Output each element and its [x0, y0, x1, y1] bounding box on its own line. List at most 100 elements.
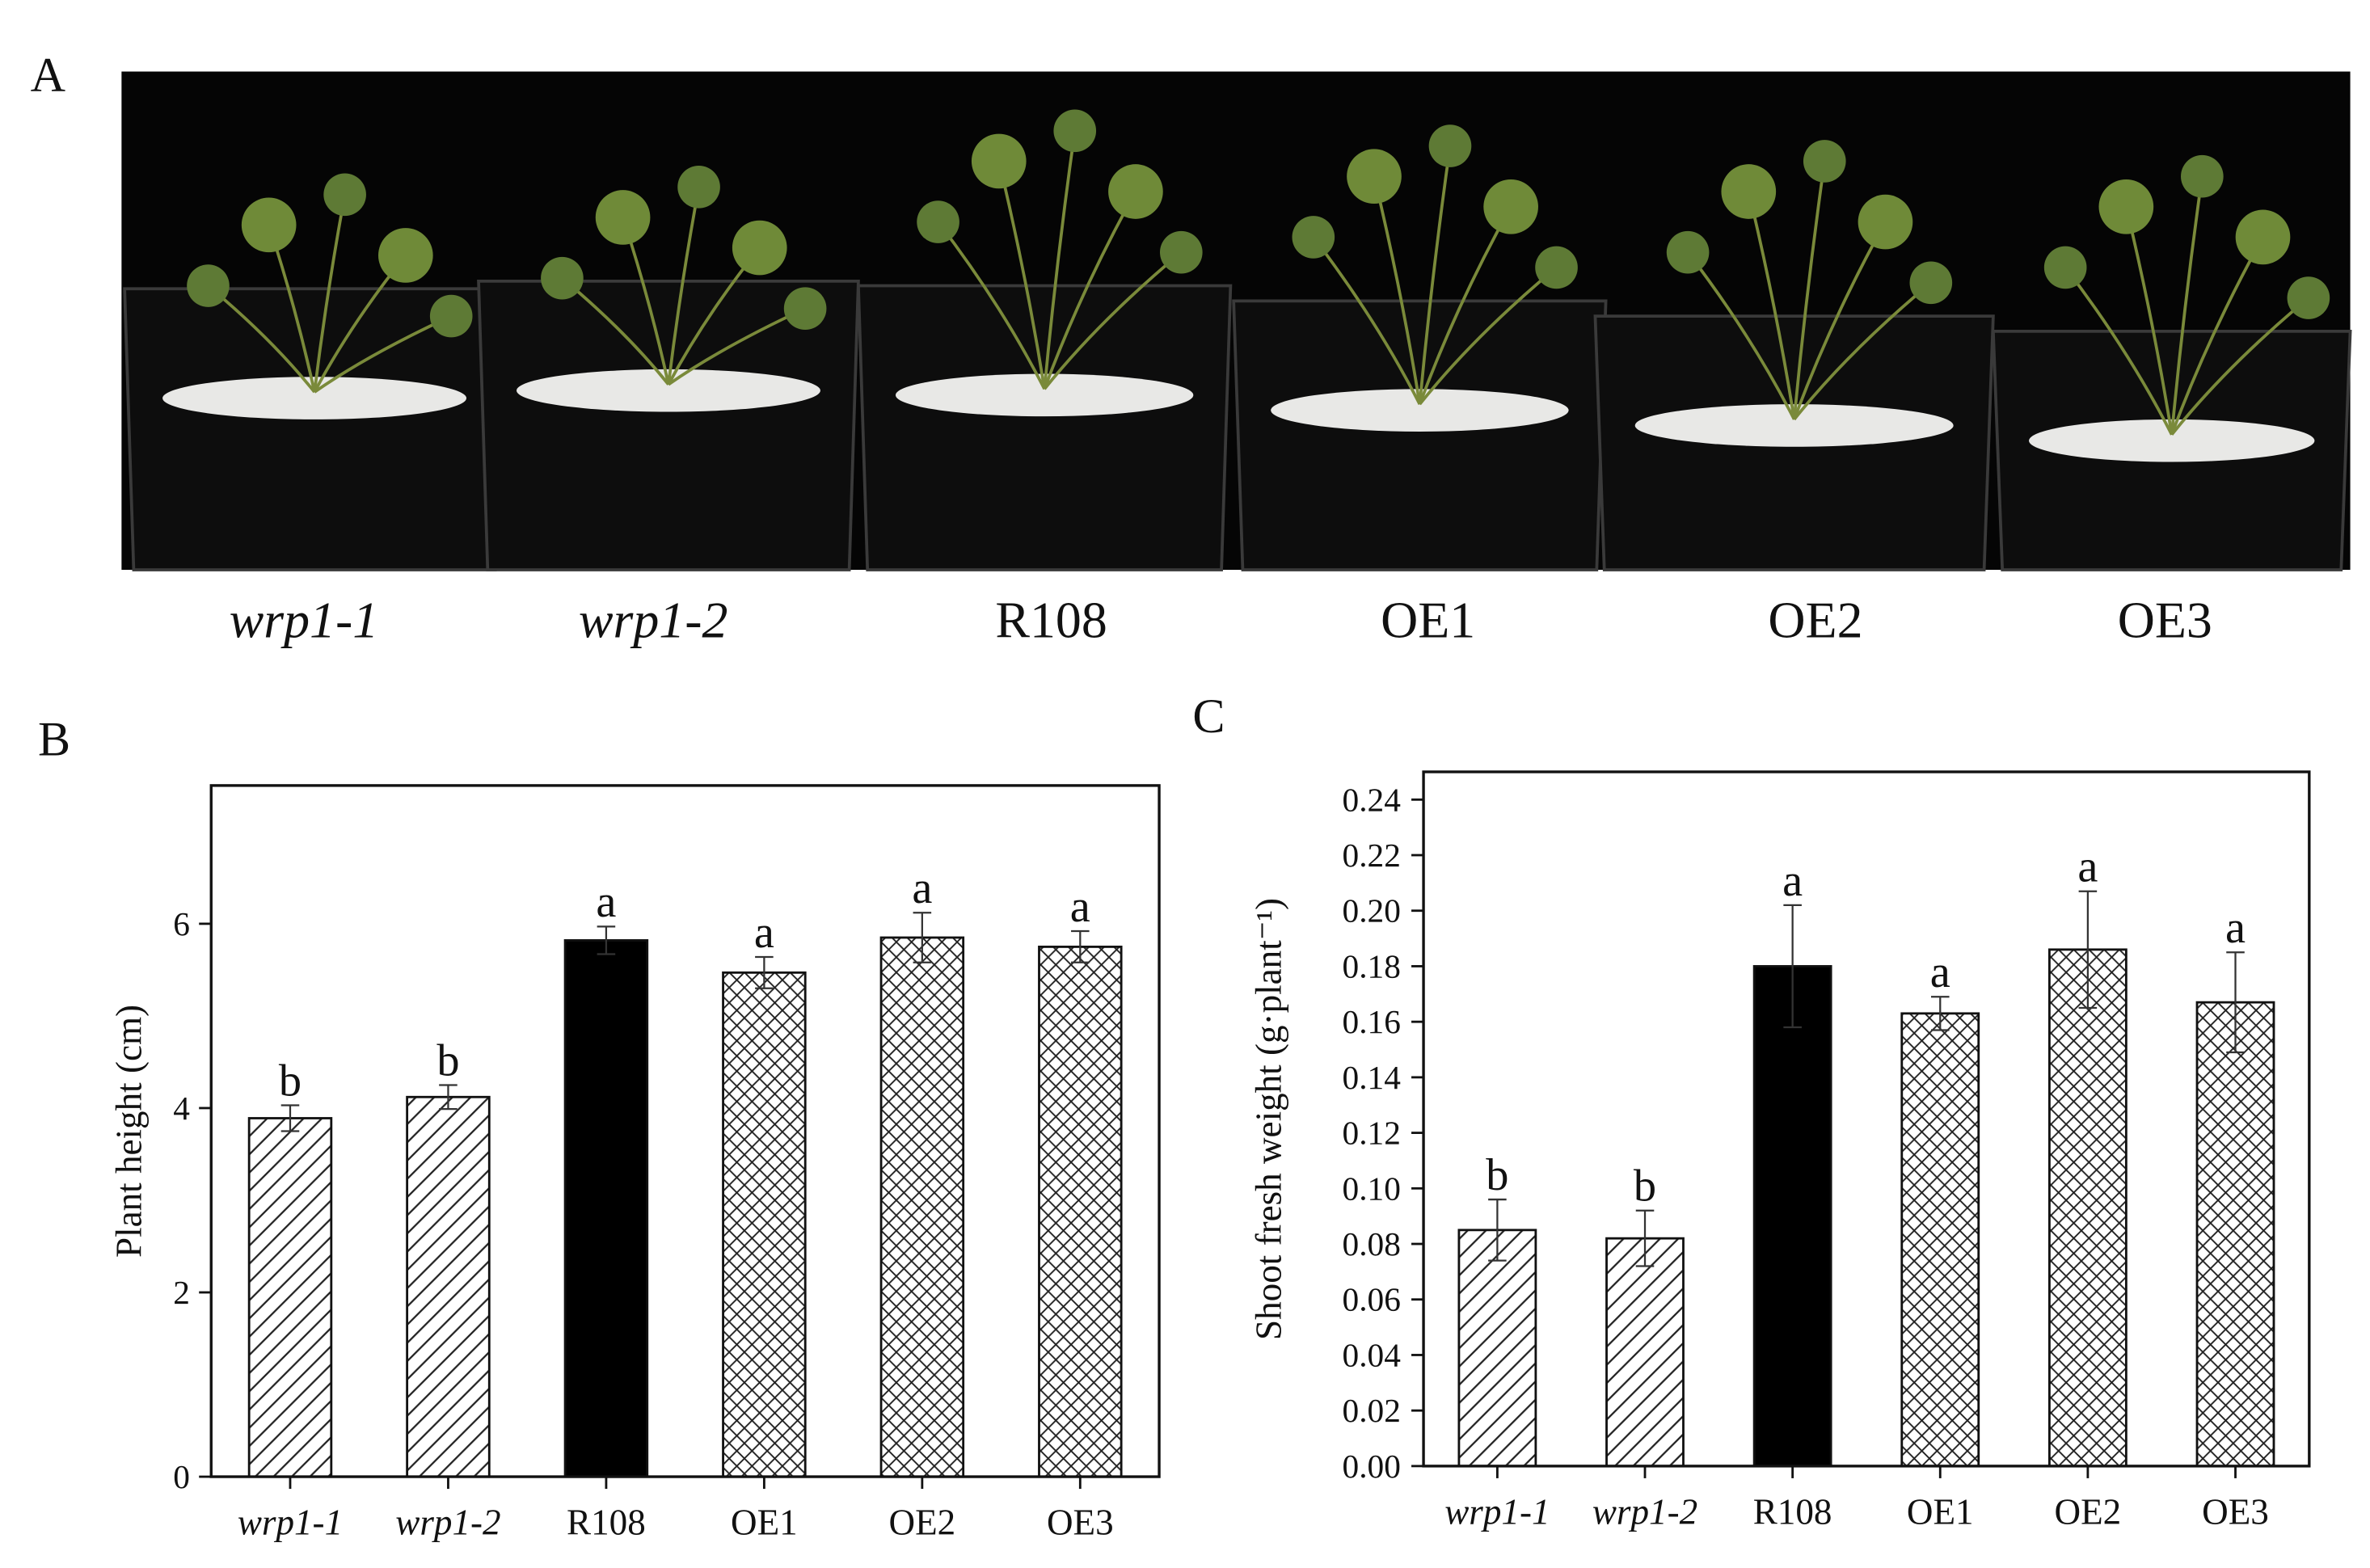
leaf: [1803, 140, 1846, 183]
leaf: [595, 190, 651, 245]
stem: [2170, 175, 2204, 435]
significance-label: a: [1782, 856, 1803, 906]
stem: [1792, 161, 1827, 420]
y-tick-label: 0.12: [1343, 1115, 1401, 1152]
stem: [1312, 236, 1422, 405]
stem: [2170, 236, 2265, 436]
stem: [1792, 221, 1887, 420]
leaf: [1721, 164, 1777, 219]
bar: [722, 971, 807, 1478]
leaf: [1535, 246, 1578, 289]
leaf: [2181, 154, 2224, 198]
leaf: [783, 287, 827, 331]
bar: [563, 939, 649, 1478]
leaf: [541, 256, 584, 300]
leaf: [2043, 246, 2087, 289]
stem: [1747, 191, 1796, 420]
photo-caption: OE1: [1381, 592, 1475, 649]
leaf: [2287, 276, 2330, 319]
leaf: [1159, 230, 1203, 274]
panel-label: C: [1192, 689, 1225, 744]
x-tick-label: OE2: [2055, 1491, 2122, 1532]
y-tick-label: 0.18: [1343, 947, 1401, 984]
photo-caption: wrp1-2: [579, 592, 728, 649]
leaf: [323, 173, 366, 217]
leaf: [1909, 261, 1953, 305]
photo-caption: wrp1-1: [230, 592, 379, 649]
stem: [2064, 266, 2174, 436]
y-axis-title: Plant height (cm): [109, 1005, 150, 1258]
x-tick-label: R108: [567, 1502, 646, 1542]
bar: [247, 1117, 333, 1478]
soil: [162, 377, 467, 419]
significance-label: a: [1070, 882, 1090, 932]
stem: [1418, 145, 1452, 405]
stem: [1373, 175, 1422, 405]
error-bar: [2226, 951, 2245, 1054]
y-tick-label: 0.22: [1343, 837, 1401, 874]
significance-label: b: [279, 1056, 302, 1106]
pot: [1232, 299, 1608, 571]
stem: [1686, 251, 1796, 420]
soil: [2029, 419, 2315, 462]
x-tick-label: wrp1-1: [238, 1502, 343, 1542]
significance-label: b: [436, 1035, 459, 1085]
y-tick-label: 0.08: [1343, 1225, 1401, 1262]
leaf: [377, 228, 433, 283]
leaf: [971, 133, 1027, 189]
leaf: [1347, 149, 1402, 204]
x-tick-label: OE1: [731, 1502, 798, 1542]
pot: [477, 280, 860, 571]
plant-photo: [121, 71, 2352, 571]
stem: [2124, 206, 2174, 436]
leaf: [1483, 179, 1538, 234]
panel-label: A: [31, 48, 65, 103]
stem: [1418, 205, 1512, 405]
leaf: [1858, 194, 1913, 250]
significance-label: a: [596, 877, 616, 927]
soil: [895, 373, 1194, 417]
error-bar: [1783, 904, 1802, 1029]
error-bar: [1071, 929, 1090, 963]
leaf: [241, 197, 297, 253]
bar: [1605, 1237, 1685, 1468]
error-bar: [1930, 996, 1950, 1031]
bar: [406, 1095, 491, 1478]
y-axis-title: Shoot fresh weight (g·plant⁻¹): [1248, 898, 1288, 1340]
stem: [937, 221, 1046, 390]
y-tick-label: 0.00: [1343, 1448, 1401, 1485]
photo-caption: OE3: [2118, 592, 2212, 649]
x-tick-label: wrp1-2: [395, 1502, 500, 1542]
bar: [1038, 946, 1123, 1478]
bar: [2047, 948, 2128, 1468]
error-bar: [1488, 1198, 1507, 1262]
y-tick-label: 0.02: [1343, 1392, 1401, 1429]
plot-frame: [1422, 770, 2311, 1468]
bar: [879, 936, 965, 1478]
stem: [997, 160, 1047, 390]
leaf: [917, 200, 959, 243]
stem: [1043, 130, 1077, 390]
y-tick-label: 0.10: [1343, 1170, 1401, 1207]
significance-label: a: [1930, 947, 1950, 997]
y-tick-label: 0.04: [1343, 1336, 1402, 1373]
soil: [1271, 389, 1569, 432]
y-tick-label: 0.24: [1343, 781, 1402, 818]
soil: [1634, 404, 1954, 447]
plot-frame: [209, 784, 1161, 1478]
pot: [856, 284, 1233, 571]
soil: [517, 369, 820, 412]
error-bar: [280, 1104, 300, 1132]
y-tick-label: 0: [173, 1458, 190, 1495]
significance-label: b: [1634, 1161, 1656, 1212]
leaf: [2235, 209, 2291, 265]
x-tick-label: OE3: [2202, 1491, 2269, 1532]
x-tick-label: OE3: [1047, 1502, 1114, 1542]
x-tick-label: OE1: [1907, 1491, 1974, 1532]
stem: [313, 194, 347, 393]
x-tick-label: wrp1-2: [1592, 1491, 1697, 1532]
error-bar: [597, 925, 616, 955]
leaf: [677, 166, 720, 209]
